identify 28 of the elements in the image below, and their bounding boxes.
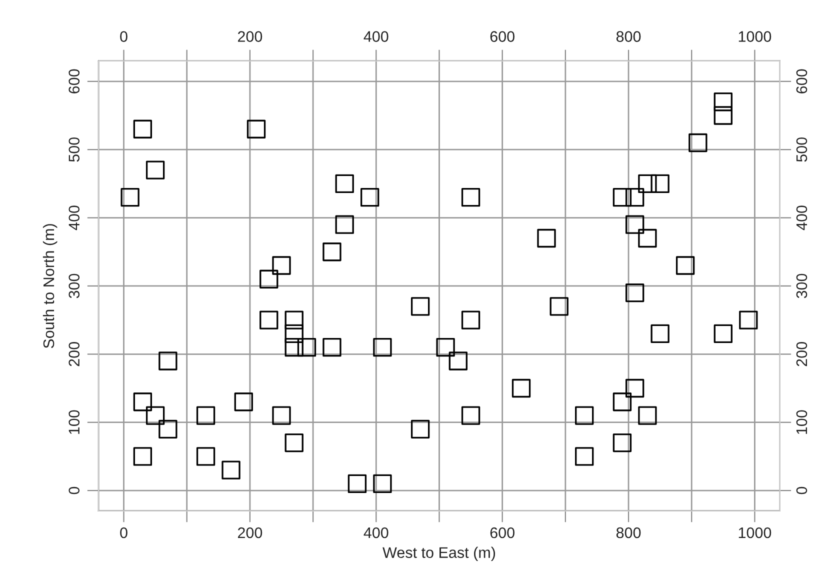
x2-tick-label: 800 (616, 31, 641, 42)
y-tick-label: 600 (68, 69, 80, 94)
y2-tick-label: 0 (796, 486, 808, 494)
x2-tick-label: 1000 (738, 31, 772, 42)
x-tick-label: 800 (616, 527, 641, 538)
y-axis-title: South to North (m) (42, 224, 58, 348)
y2-tick-label: 600 (796, 69, 808, 94)
x2-tick-label: 600 (490, 31, 514, 42)
x-tick-label: 1000 (738, 527, 772, 538)
y2-tick-label: 200 (796, 342, 808, 366)
y-tick-label: 400 (68, 206, 80, 230)
y-tick-label: 200 (68, 342, 80, 366)
x-tick-label: 0 (120, 527, 128, 538)
x-tick-label: 200 (238, 527, 262, 538)
x-axis-title: West to East (m) (382, 546, 496, 561)
y2-tick-label: 100 (796, 410, 808, 434)
y-tick-label: 0 (68, 486, 80, 494)
y-tick-label: 100 (68, 410, 80, 434)
x2-tick-label: 400 (364, 31, 388, 42)
y-tick-label: 500 (68, 137, 80, 162)
y2-tick-label: 300 (796, 274, 808, 298)
y2-tick-label: 500 (796, 137, 808, 162)
x-tick-label: 600 (490, 527, 514, 538)
x-tick-label: 400 (364, 527, 388, 538)
y-tick-label: 300 (68, 274, 80, 298)
y2-tick-label: 400 (796, 206, 808, 230)
x2-tick-label: 0 (120, 31, 128, 42)
x2-tick-label: 200 (238, 31, 262, 42)
